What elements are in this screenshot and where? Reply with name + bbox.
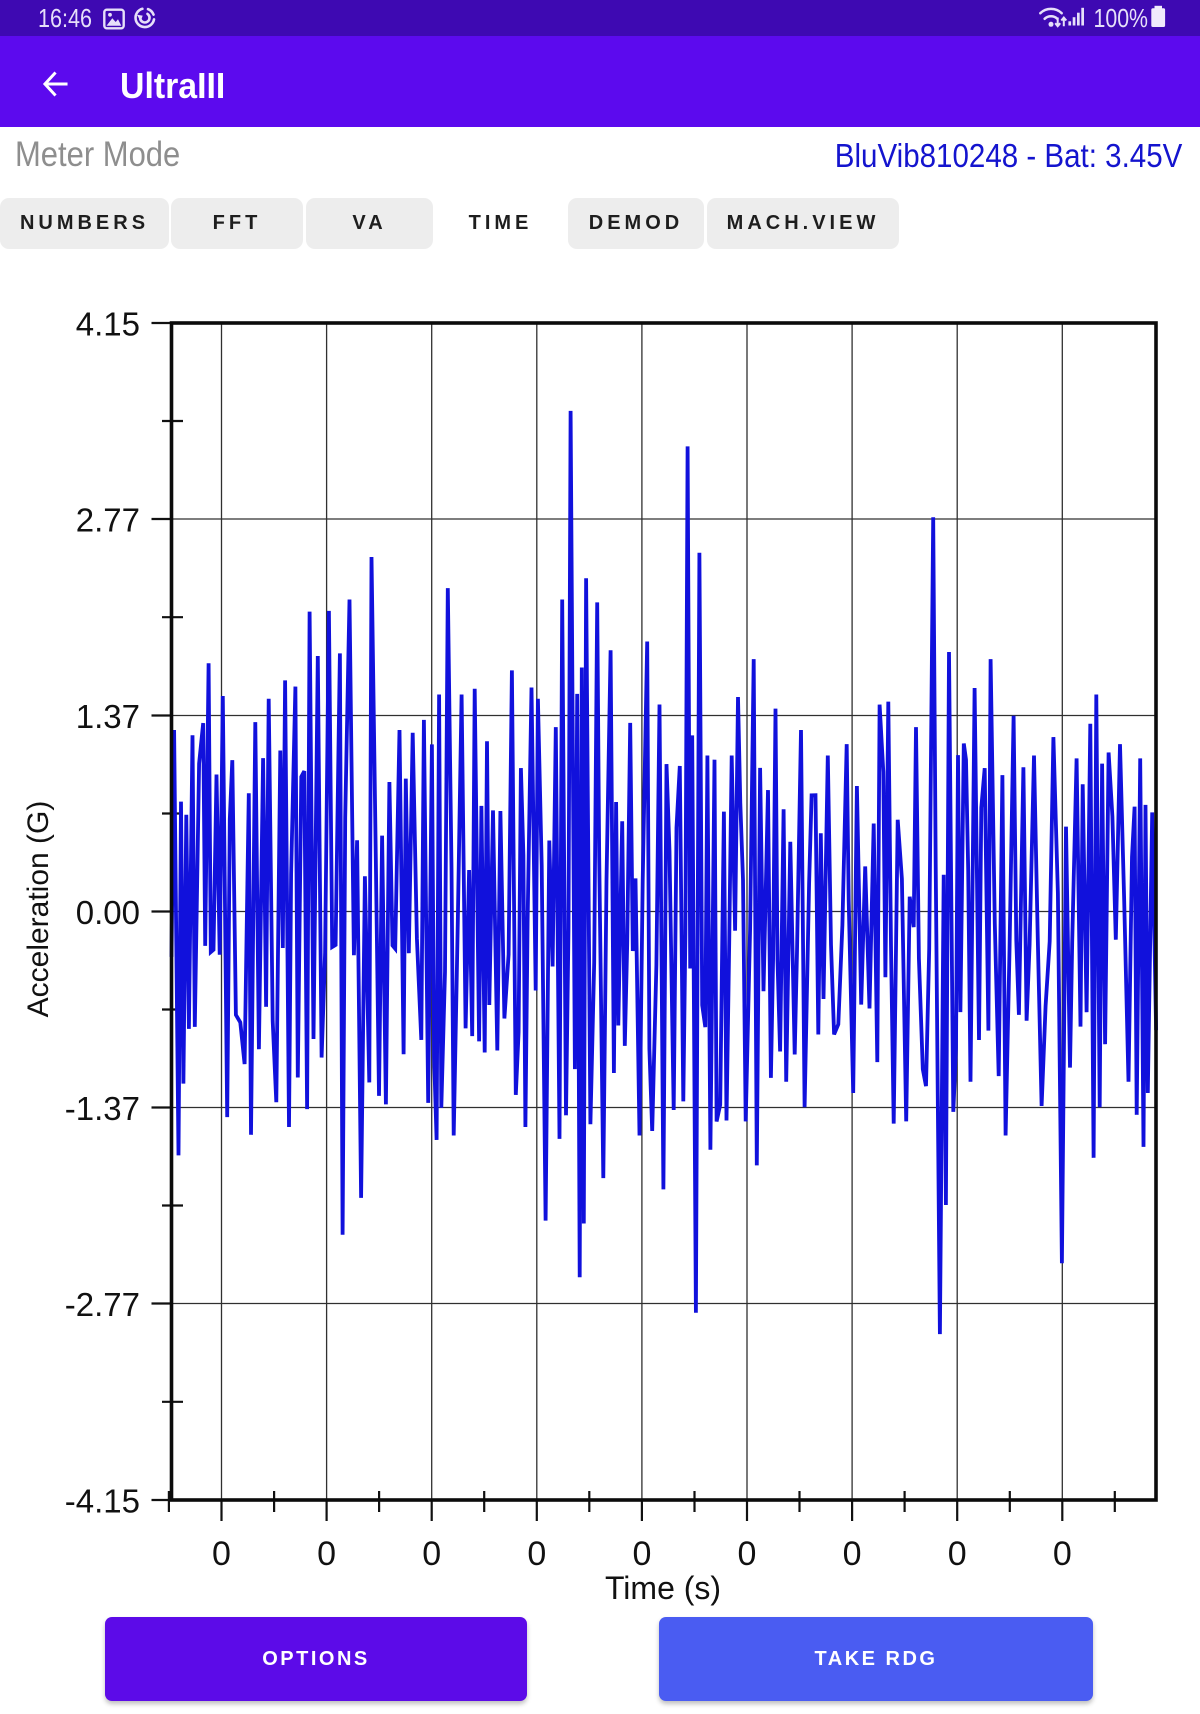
svg-text:16:46: 16:46 xyxy=(38,3,92,33)
svg-text:Time (s): Time (s) xyxy=(605,1570,721,1606)
svg-text:0: 0 xyxy=(632,1535,651,1573)
svg-text:0: 0 xyxy=(422,1535,441,1573)
svg-text:4.15: 4.15 xyxy=(76,306,140,343)
svg-text:0: 0 xyxy=(738,1535,757,1573)
svg-text:0: 0 xyxy=(1053,1535,1072,1573)
svg-text:0: 0 xyxy=(212,1535,231,1573)
svg-text:-1.37: -1.37 xyxy=(65,1090,140,1127)
svg-text:0.00: 0.00 xyxy=(76,894,140,931)
svg-text:0: 0 xyxy=(948,1535,967,1573)
svg-text:Acceleration (G): Acceleration (G) xyxy=(22,801,55,1018)
svg-text:-4.15: -4.15 xyxy=(65,1483,140,1520)
svg-text:2.77: 2.77 xyxy=(76,502,140,539)
svg-text:0: 0 xyxy=(527,1535,546,1573)
svg-text:0: 0 xyxy=(843,1535,862,1573)
svg-text:100%: 100% xyxy=(1094,3,1149,33)
svg-text:0: 0 xyxy=(317,1535,336,1573)
svg-text:1.37: 1.37 xyxy=(76,698,140,735)
svg-text:-2.77: -2.77 xyxy=(65,1286,140,1323)
